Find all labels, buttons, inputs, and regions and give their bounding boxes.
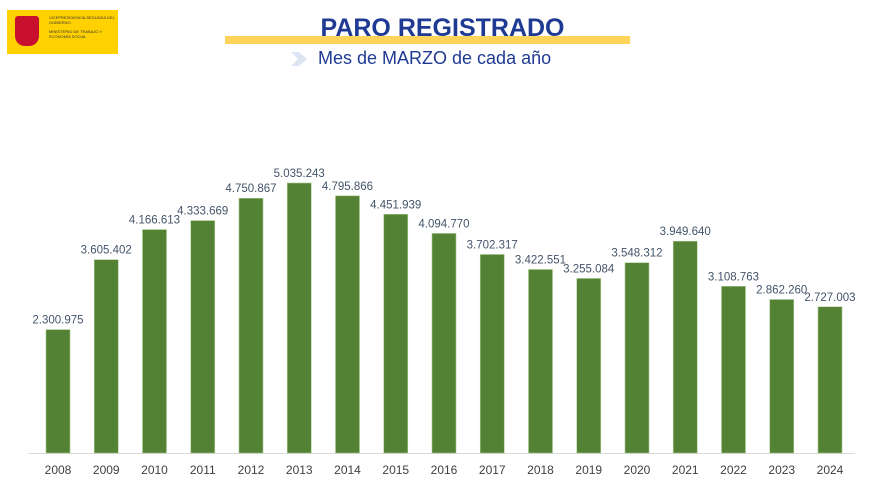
bar-2010 [142,229,167,454]
data-label-2019: 3.255.084 [563,263,615,275]
chart-subtitle: Mes de MARZO de cada año [318,48,552,68]
bar-2024 [817,306,843,454]
title-underline [225,36,630,44]
x-tick-2019: 2019 [575,463,602,477]
government-logo: VICEPRESIDENCIA SEGUNDA DEL GOBIERNO MIN… [7,10,118,54]
x-tick-2008: 2008 [45,463,72,477]
x-tick-2023: 2023 [768,463,795,477]
x-tick-2021: 2021 [672,463,699,477]
x-tick-2012: 2012 [238,463,265,477]
data-label-2024: 2.727.003 [804,292,855,304]
data-label-2023: 2.862.260 [756,285,807,297]
data-label-2012: 4.750.867 [225,183,276,195]
x-tick-2022: 2022 [720,463,747,477]
bar-2021 [672,240,698,454]
data-label-2022: 3.108.763 [708,271,759,283]
logo-line-1: VICEPRESIDENCIA SEGUNDA DEL GOBIERNO [49,15,115,25]
bar-2014 [335,195,360,454]
bar-2008 [45,329,71,454]
bar-2017 [479,254,505,454]
data-label-2020: 3.548.312 [611,248,662,260]
data-label-2021: 3.949.640 [660,226,711,238]
x-tick-2010: 2010 [141,463,168,477]
bar-2013 [286,182,312,454]
x-tick-2009: 2009 [93,463,120,477]
data-label-2011: 4.333.669 [177,206,228,218]
data-label-2008: 2.300.975 [32,315,83,327]
data-label-2017: 3.702.317 [467,239,518,251]
data-label-2014: 4.795.866 [322,181,373,193]
x-tick-2024: 2024 [817,463,844,477]
bar-2015 [383,213,409,454]
bar-2022 [721,286,746,454]
x-tick-2016: 2016 [431,463,458,477]
x-tick-2014: 2014 [334,463,361,477]
bar-2018 [528,269,553,454]
x-tick-2011: 2011 [190,463,216,477]
data-label-2015: 4.451.939 [370,199,421,211]
chart-title: PARO REGISTRADO [320,14,565,42]
bar-2016 [431,233,457,454]
bar-2009 [93,259,119,454]
bar-2012 [238,197,264,454]
logo-line-2: MINISTERIO DE TRABAJO Y ECONOMÍA SOCIAL [49,29,103,39]
x-tick-2017: 2017 [479,463,506,477]
bar-2019 [576,278,602,454]
data-label-2010: 4.166.613 [129,215,180,227]
x-tick-2013: 2013 [286,463,313,477]
x-tick-2018: 2018 [527,463,554,477]
bar-2011 [190,220,216,454]
data-label-2018: 3.422.551 [515,254,566,266]
data-label-2013: 5.035.243 [274,168,325,180]
coat-of-arms-icon [15,16,39,46]
chevron-icon [291,52,307,66]
bar-2020 [624,262,650,454]
bar-2023 [769,299,795,454]
data-label-2016: 4.094.770 [418,218,469,230]
x-tick-2020: 2020 [624,463,651,477]
x-tick-2015: 2015 [382,463,409,477]
data-label-2009: 3.605.402 [81,245,132,257]
